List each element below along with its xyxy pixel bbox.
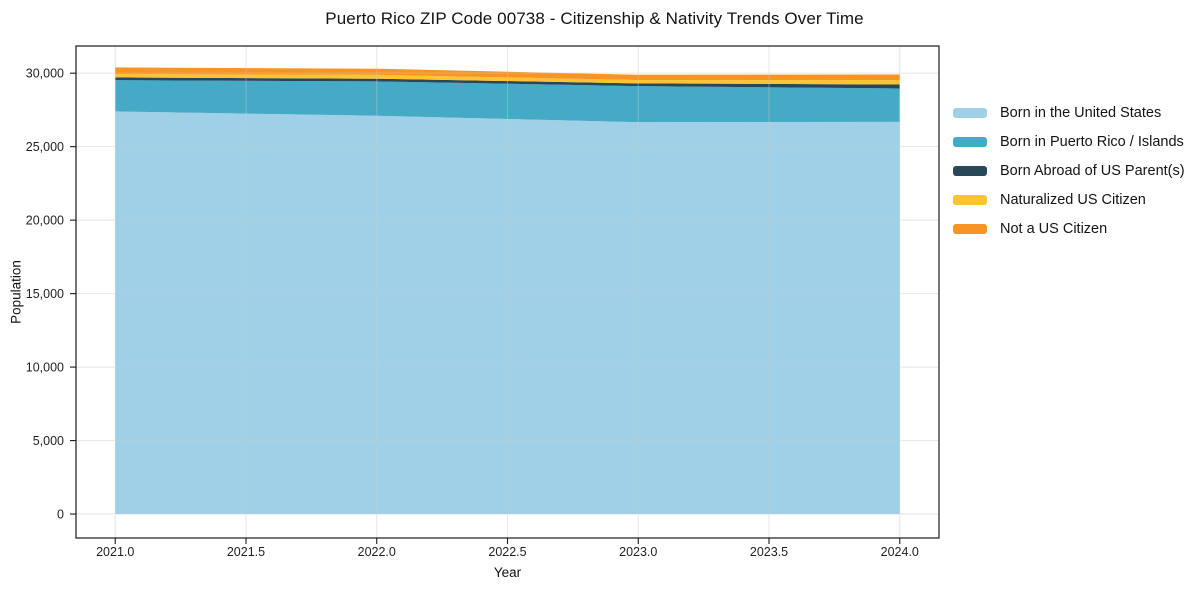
x-tick-label: 2022.5 <box>488 545 526 559</box>
y-tick-label: 0 <box>57 508 64 522</box>
y-tick-label: 5,000 <box>33 434 64 448</box>
legend-label: Born in the United States <box>1000 104 1162 121</box>
legend-swatch-icon <box>953 194 987 205</box>
y-tick-label: 10,000 <box>26 361 64 375</box>
legend: Born in the United States Born in Puerto … <box>953 98 1185 243</box>
x-tick-label: 2023.0 <box>619 545 657 559</box>
y-tick-label: 25,000 <box>26 140 64 154</box>
x-tick-label: 2021.0 <box>96 545 134 559</box>
area-born-in-puerto-rico-islands <box>115 80 900 123</box>
legend-item-born-abroad-of-us-parent-s: Born Abroad of US Parent(s) <box>953 156 1185 185</box>
area-naturalized-us-citizen <box>115 74 900 85</box>
x-tick-label: 2021.5 <box>227 545 265 559</box>
legend-swatch-icon <box>953 165 987 176</box>
y-tick-label: 30,000 <box>26 67 64 81</box>
legend-item-naturalized-us-citizen: Naturalized US Citizen <box>953 185 1185 214</box>
area-born-abroad-of-us-parent-s <box>115 77 900 89</box>
legend-item-born-in-the-united-states: Born in the United States <box>953 98 1185 127</box>
chart-title: Puerto Rico ZIP Code 00738 - Citizenship… <box>325 9 864 28</box>
legend-label: Naturalized US Citizen <box>1000 191 1146 208</box>
y-tick-label: 15,000 <box>26 287 64 301</box>
x-axis-label: Year <box>493 565 522 580</box>
legend-swatch-icon <box>953 223 987 234</box>
legend-label: Born Abroad of US Parent(s) <box>1000 162 1185 179</box>
legend-label: Born in Puerto Rico / Islands <box>1000 133 1184 150</box>
legend-swatch-icon <box>953 107 987 118</box>
gridlines <box>76 46 939 538</box>
legend-swatch-icon <box>953 136 987 147</box>
area-not-a-us-citizen <box>115 67 900 81</box>
legend-label: Not a US Citizen <box>1000 220 1108 237</box>
y-tick-label: 20,000 <box>26 214 64 228</box>
tick-labels: 2021.0 2021.5 2022.0 2022.5 2023.0 2023.5 2024… <box>26 67 919 559</box>
tick-marks <box>70 72 901 544</box>
stacked-areas <box>115 67 900 515</box>
x-tick-label: 2023.5 <box>750 545 788 559</box>
legend-item-not-a-us-citizen: Not a US Citizen <box>953 214 1185 243</box>
y-axis-label: Population <box>8 260 24 324</box>
area-born-in-the-united-states <box>115 111 900 515</box>
legend-item-born-in-puerto-rico-islands: Born in Puerto Rico / Islands <box>953 127 1185 156</box>
x-tick-label: 2024.0 <box>881 545 919 559</box>
x-tick-label: 2022.0 <box>358 545 396 559</box>
